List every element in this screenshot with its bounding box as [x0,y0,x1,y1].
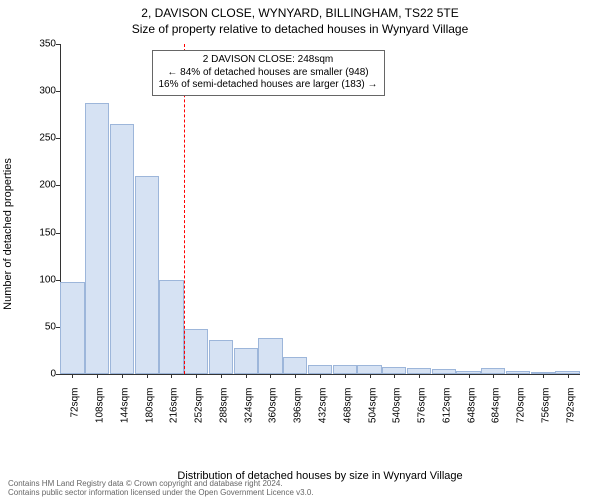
x-tick-label: 504sqm [367,388,378,424]
x-tick [320,374,321,378]
y-tick-label: 350 [26,39,56,50]
histogram-bar [184,329,208,374]
callout-box: 2 DAVISON CLOSE: 248sqm← 84% of detached… [152,50,385,96]
x-tick-label: 144sqm [119,388,130,424]
histogram-bar [60,282,84,374]
y-tick-label: 200 [26,180,56,191]
x-tick [147,374,148,378]
x-tick-label: 720sqm [516,388,527,424]
y-tick-label: 100 [26,274,56,285]
x-tick [246,374,247,378]
histogram-bar [110,124,134,374]
x-tick-label: 216sqm [169,388,180,424]
x-tick-label: 576sqm [417,388,428,424]
x-tick [122,374,123,378]
x-tick-label: 540sqm [392,388,403,424]
callout-line: ← 84% of detached houses are smaller (94… [159,67,378,80]
histogram-bar [283,357,307,374]
histogram-bar [382,367,406,374]
y-tick [56,185,60,186]
x-tick-label: 108sqm [95,388,106,424]
histogram-bar [258,338,282,374]
title-line1: 2, DAVISON CLOSE, WYNYARD, BILLINGHAM, T… [0,6,600,22]
x-tick-label: 288sqm [218,388,229,424]
plot-area: 05010015020025030035072sqm108sqm144sqm18… [60,44,580,424]
footer-attribution: Contains HM Land Registry data © Crown c… [8,480,314,498]
x-tick [493,374,494,378]
histogram-bar [308,365,332,374]
x-tick-label: 180sqm [144,388,155,424]
x-tick [270,374,271,378]
histogram-bar [159,280,183,374]
x-tick [394,374,395,378]
chart-title: 2, DAVISON CLOSE, WYNYARD, BILLINGHAM, T… [0,0,600,37]
x-tick [345,374,346,378]
callout-line: 2 DAVISON CLOSE: 248sqm [159,54,378,67]
x-tick [419,374,420,378]
x-tick [295,374,296,378]
y-tick [56,44,60,45]
x-tick-label: 648sqm [466,388,477,424]
x-tick [196,374,197,378]
y-tick [56,374,60,375]
title-line2: Size of property relative to detached ho… [0,22,600,38]
x-tick-label: 612sqm [441,388,452,424]
x-tick-label: 684sqm [491,388,502,424]
x-tick-label: 324sqm [243,388,254,424]
histogram-bar [333,365,357,374]
x-tick-label: 360sqm [268,388,279,424]
y-tick-label: 150 [26,227,56,238]
histogram-bar [85,103,109,374]
y-tick [56,233,60,234]
x-tick-label: 72sqm [70,388,81,418]
histogram-bar [135,176,159,374]
y-axis-label: Number of detached properties [2,158,14,310]
x-tick [469,374,470,378]
x-tick [221,374,222,378]
footer-line2: Contains public sector information licen… [8,489,314,498]
x-tick-label: 756sqm [540,388,551,424]
y-tick-label: 300 [26,86,56,97]
x-tick [444,374,445,378]
y-tick-label: 0 [26,369,56,380]
histogram-bar [357,365,381,374]
histogram-bar [209,340,233,374]
x-tick-label: 468sqm [342,388,353,424]
x-tick [97,374,98,378]
x-tick [72,374,73,378]
x-tick-label: 252sqm [194,388,205,424]
x-tick [518,374,519,378]
histogram-bar [234,348,258,374]
callout-line: 16% of semi-detached houses are larger (… [159,79,378,92]
y-tick-label: 250 [26,133,56,144]
x-tick-label: 792sqm [565,388,576,424]
x-tick-label: 432sqm [318,388,329,424]
x-tick-label: 396sqm [293,388,304,424]
chart-container: 2, DAVISON CLOSE, WYNYARD, BILLINGHAM, T… [0,0,600,500]
y-tick-label: 50 [26,321,56,332]
x-tick [370,374,371,378]
y-tick [56,138,60,139]
y-tick [56,91,60,92]
x-tick [171,374,172,378]
x-tick [543,374,544,378]
y-tick [56,280,60,281]
x-tick [568,374,569,378]
